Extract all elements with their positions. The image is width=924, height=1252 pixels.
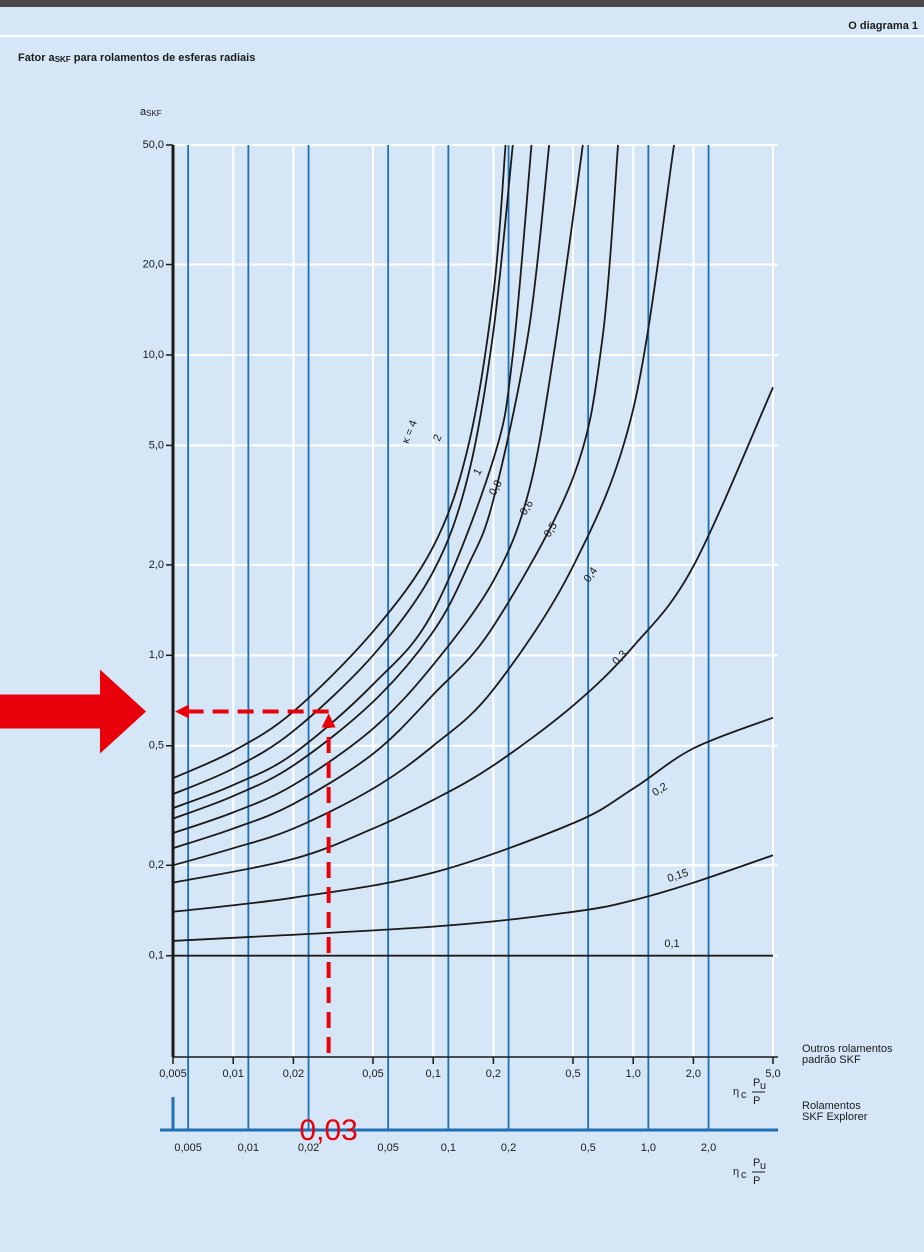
curve-label: 1 bbox=[471, 466, 484, 477]
guide-line bbox=[187, 709, 331, 1053]
annotation: 0,03 bbox=[0, 669, 358, 1147]
x2-tick-label: 0,02 bbox=[298, 1142, 319, 1154]
x2-tick-label: 0,5 bbox=[580, 1142, 595, 1154]
curve-label: 2 bbox=[431, 433, 444, 443]
x-tick-label: 0,05 bbox=[362, 1068, 383, 1080]
x2-tick-label: 1,0 bbox=[641, 1142, 656, 1154]
x-tick-label: 0,2 bbox=[486, 1068, 501, 1080]
curve bbox=[172, 144, 619, 850]
eta-sub: c bbox=[741, 1169, 747, 1181]
denominator: P bbox=[753, 1095, 760, 1107]
y-tick-label: 20,0 bbox=[143, 258, 164, 270]
curve bbox=[172, 144, 533, 809]
annotation-label: 0,03 bbox=[299, 1114, 357, 1147]
arrowhead-up bbox=[321, 713, 336, 728]
x2-tick-label: 0,05 bbox=[377, 1142, 398, 1154]
eta: η bbox=[733, 1086, 739, 1098]
y-tick-label: 5,0 bbox=[149, 439, 164, 451]
axes: 0,1 0,2 0,5 1,0 2,0 5,0 10,0 20,0 50,0 0,005 0,01 0… bbox=[143, 139, 893, 1187]
x-tick-label: 2,0 bbox=[686, 1068, 701, 1080]
chart-title: Fator aSKF para rolamentos de esferas ra… bbox=[18, 52, 255, 64]
curve bbox=[172, 716, 774, 913]
curve bbox=[172, 144, 584, 834]
x-tick-label: 0,005 bbox=[159, 1068, 187, 1080]
x-tick-label: 0,01 bbox=[222, 1068, 243, 1080]
denominator: P bbox=[753, 1175, 760, 1187]
x-tick-label: 0,1 bbox=[426, 1068, 441, 1080]
x2-tick-label: 2,0 bbox=[701, 1142, 716, 1154]
title-rest: para rolamentos de esferas radiais bbox=[71, 52, 256, 64]
x2-tick-label: 0,01 bbox=[238, 1142, 259, 1154]
x-tick-label: 0,5 bbox=[565, 1068, 580, 1080]
curve bbox=[172, 854, 774, 942]
y-tick-label: 0,2 bbox=[149, 859, 164, 871]
numerator-sub: u bbox=[760, 1160, 766, 1172]
big-arrow bbox=[0, 669, 146, 754]
curve bbox=[172, 144, 514, 795]
x-tick-label: 5,0 bbox=[765, 1068, 780, 1080]
y-tick-label: 0,1 bbox=[149, 950, 164, 962]
numerator-sub: u bbox=[760, 1080, 766, 1092]
arrowhead-left bbox=[175, 704, 189, 719]
y-tick-label: 1,0 bbox=[149, 649, 164, 661]
x2-tick-label: 0,1 bbox=[441, 1142, 456, 1154]
curve bbox=[172, 144, 551, 820]
y-label-sub: SKF bbox=[146, 109, 162, 118]
y-tick-label: 0,5 bbox=[149, 740, 164, 752]
title-sub: SKF bbox=[55, 55, 71, 64]
eta: η bbox=[733, 1166, 739, 1178]
axis-group-label: SKF Explorer bbox=[802, 1111, 868, 1123]
y-label-main: a bbox=[140, 106, 147, 118]
curve bbox=[172, 144, 507, 779]
numerator: P bbox=[753, 1077, 760, 1089]
axis-group-label: Outros rolamentos bbox=[802, 1043, 893, 1055]
x2-tick-label: 0,005 bbox=[174, 1142, 202, 1154]
y-tick-label: 2,0 bbox=[149, 559, 164, 571]
curve bbox=[172, 144, 675, 867]
eta-sub: c bbox=[741, 1089, 747, 1101]
y-tick-label: 10,0 bbox=[143, 349, 164, 361]
x-tick-label: 0,02 bbox=[283, 1068, 304, 1080]
x-tick-label: 1,0 bbox=[626, 1068, 641, 1080]
axis-group-label: Rolamentos bbox=[802, 1100, 861, 1112]
curve bbox=[172, 386, 774, 884]
title-main: Fator a bbox=[18, 52, 56, 64]
x2-tick-label: 0,2 bbox=[501, 1142, 516, 1154]
curve-label: 0,1 bbox=[664, 938, 679, 950]
curves: κ = 4 210,80,60,50,40,30,20,150,1 bbox=[172, 144, 774, 957]
numerator: P bbox=[753, 1157, 760, 1169]
top-bar bbox=[0, 0, 924, 7]
axis-group-label: padrão SKF bbox=[802, 1054, 861, 1066]
y-axis-label: aSKF bbox=[140, 106, 162, 118]
y-tick-label: 50,0 bbox=[143, 139, 164, 151]
header: O diagrama 1 bbox=[848, 20, 918, 32]
